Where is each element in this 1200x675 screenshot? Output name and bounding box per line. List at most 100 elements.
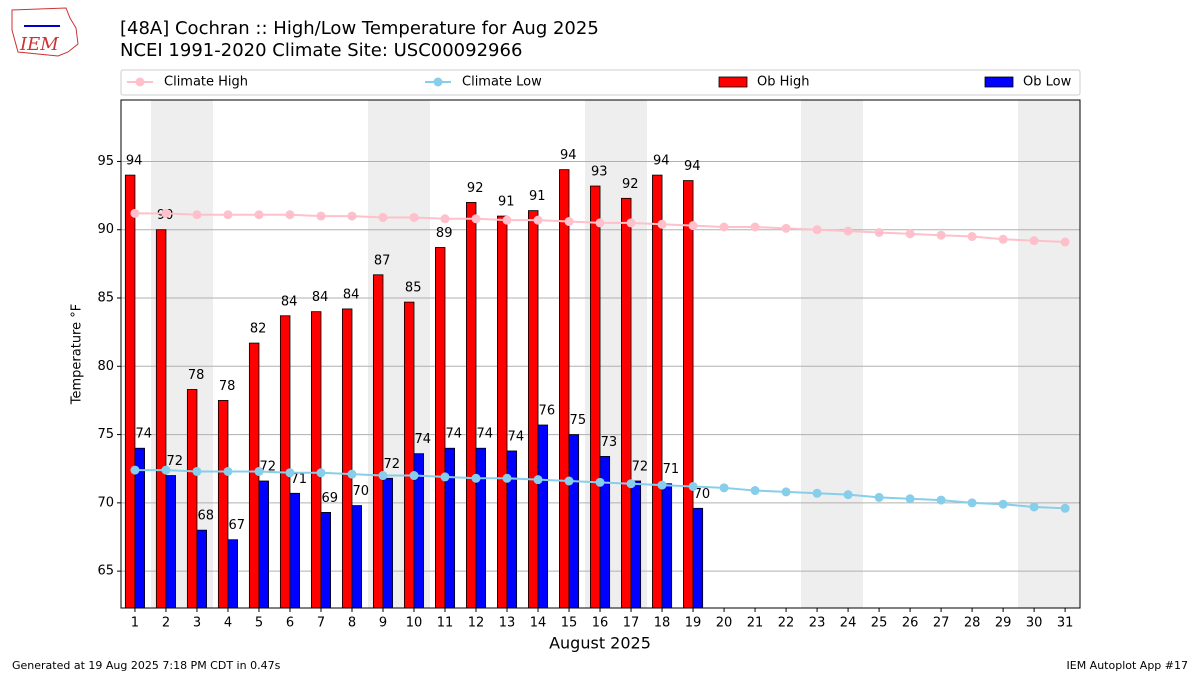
bar xyxy=(528,210,539,609)
y-axis-label: Temperature °F xyxy=(70,304,85,405)
data-label: 94 xyxy=(684,159,701,174)
data-label: 70 xyxy=(353,484,370,499)
legend-label: Climate Low xyxy=(462,75,542,90)
marker xyxy=(347,211,357,221)
x-tick-label: 1 xyxy=(131,616,139,631)
marker xyxy=(223,466,233,476)
data-label: 74 xyxy=(477,427,494,442)
marker xyxy=(688,221,698,231)
marker xyxy=(409,471,419,481)
data-label: 94 xyxy=(653,154,670,169)
marker xyxy=(812,488,822,498)
bar xyxy=(227,539,238,609)
x-tick-label: 2 xyxy=(162,616,170,631)
logo-text: IEM xyxy=(19,34,59,55)
bar xyxy=(683,180,694,609)
data-label: 84 xyxy=(343,287,360,302)
marker xyxy=(409,212,419,222)
data-label: 74 xyxy=(415,432,432,447)
legend-box xyxy=(120,69,1081,96)
x-tick-label: 26 xyxy=(902,616,919,631)
marker xyxy=(874,492,884,502)
bar xyxy=(466,202,477,609)
bar xyxy=(621,197,632,609)
x-tick-label: 15 xyxy=(561,616,578,631)
data-label: 70 xyxy=(694,487,711,502)
marker xyxy=(316,211,326,221)
marker xyxy=(719,483,729,493)
marker xyxy=(967,232,977,242)
footer-right: IEM Autoplot App #17 xyxy=(1067,659,1189,672)
marker xyxy=(936,495,946,505)
x-tick-label: 17 xyxy=(623,616,640,631)
marker xyxy=(843,226,853,236)
legend-label: Climate High xyxy=(164,75,248,90)
x-tick-label: 11 xyxy=(437,616,454,631)
data-label: 74 xyxy=(508,429,525,444)
bar xyxy=(497,215,508,609)
marker xyxy=(1060,503,1070,513)
x-tick-label: 31 xyxy=(1057,616,1074,631)
bar xyxy=(537,424,549,609)
x-tick-label: 9 xyxy=(379,616,387,631)
bar xyxy=(196,529,207,609)
marker xyxy=(130,465,140,475)
marker xyxy=(843,490,853,500)
bar xyxy=(289,492,300,609)
x-tick-label: 3 xyxy=(193,616,201,631)
chart-subtitle: NCEI 1991-2020 Climate Site: USC00092966 xyxy=(120,40,522,61)
marker xyxy=(874,227,884,237)
x-tick-label: 16 xyxy=(592,616,609,631)
marker xyxy=(1029,502,1039,512)
bar xyxy=(568,434,580,609)
data-label: 71 xyxy=(663,462,680,477)
data-label: 78 xyxy=(188,368,205,383)
x-tick-label: 29 xyxy=(995,616,1012,631)
marker xyxy=(533,215,543,225)
x-tick-label: 20 xyxy=(716,616,733,631)
data-label: 94 xyxy=(560,148,577,163)
marker xyxy=(254,210,264,220)
x-tick-label: 4 xyxy=(224,616,232,631)
bar xyxy=(475,447,487,609)
marker xyxy=(812,225,822,235)
data-label: 75 xyxy=(570,413,587,428)
marker xyxy=(626,218,636,228)
bar xyxy=(310,311,322,609)
marker xyxy=(564,476,574,486)
y-tick-label: 70 xyxy=(97,495,114,510)
data-label: 73 xyxy=(601,435,618,450)
legend-label: Ob Low xyxy=(1023,75,1072,90)
x-tick-label: 24 xyxy=(840,616,857,631)
bar xyxy=(559,169,570,609)
marker xyxy=(502,215,512,225)
bar xyxy=(434,247,446,609)
marker xyxy=(781,487,791,497)
bar xyxy=(590,185,601,609)
marker xyxy=(967,498,977,508)
data-label: 72 xyxy=(384,457,401,472)
x-tick-label: 14 xyxy=(530,616,547,631)
marker xyxy=(750,222,760,232)
x-tick-label: 7 xyxy=(317,616,325,631)
marker xyxy=(657,480,667,490)
data-label: 82 xyxy=(250,322,267,337)
bar xyxy=(630,480,642,609)
marker xyxy=(936,230,946,240)
x-tick-label: 21 xyxy=(747,616,764,631)
x-tick-label: 10 xyxy=(406,616,423,631)
bar xyxy=(444,447,456,609)
marker xyxy=(626,479,636,489)
marker xyxy=(564,217,574,227)
logo-outline xyxy=(11,7,79,57)
y-tick-label: 65 xyxy=(97,564,114,579)
data-label: 67 xyxy=(229,518,246,533)
marker xyxy=(719,222,729,232)
marker xyxy=(161,208,171,218)
data-label: 92 xyxy=(467,181,484,196)
marker xyxy=(192,210,202,220)
data-label: 84 xyxy=(281,294,298,309)
marker xyxy=(1060,237,1070,247)
data-label: 68 xyxy=(197,509,214,524)
bar xyxy=(652,174,663,609)
